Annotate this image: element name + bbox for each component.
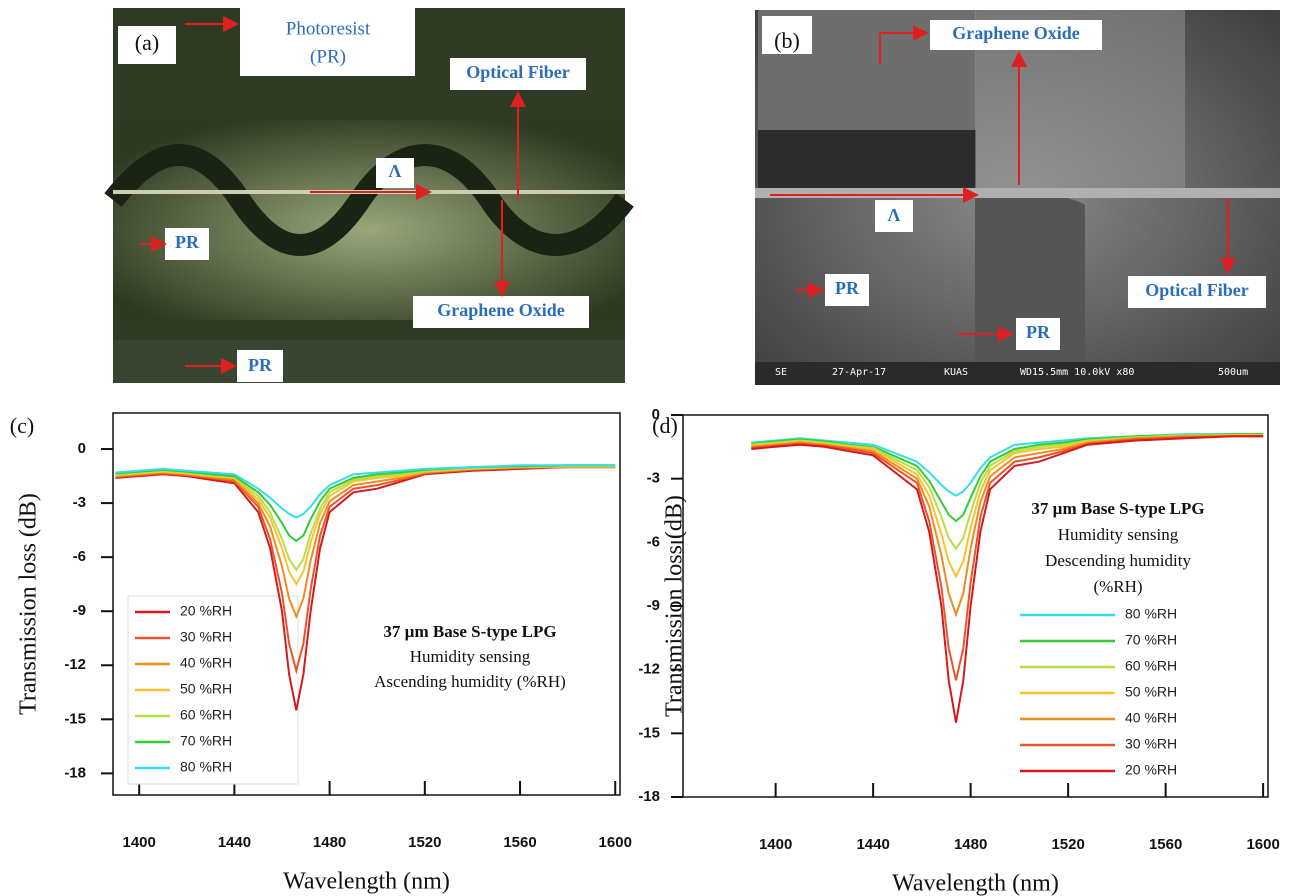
y-tick-label: -12	[64, 656, 86, 673]
x-tick-label: 1480	[954, 836, 987, 853]
x-tick-label: 1600	[1246, 836, 1279, 853]
y-tick-label: -3	[647, 470, 660, 487]
annotation: PR	[835, 278, 860, 298]
series-line	[751, 433, 1264, 523]
annotation: Optical Fiber	[1145, 280, 1248, 300]
annotation: PR	[1026, 322, 1051, 342]
annotation: (PR)	[310, 46, 346, 67]
annotation: Ascending humidity (%RH)	[374, 672, 566, 691]
x-tick-label: 1480	[313, 834, 346, 851]
y-tick-label: -9	[73, 602, 86, 619]
x-tick-label: 1560	[503, 834, 536, 851]
photo-b: (b) Graphene Oxide Λ PR Optical Fiber PR…	[755, 10, 1280, 385]
annotation: Optical Fiber	[466, 62, 569, 82]
panel-label: (b)	[774, 28, 800, 53]
y-axis-title: Transmission loss (dB)	[662, 495, 688, 717]
legend-label: 70 %RH	[1125, 632, 1177, 648]
annotation: Humidity sensing	[410, 647, 531, 666]
x-tick-label: 1440	[856, 836, 889, 853]
x-tick-label: 1520	[408, 834, 441, 851]
legend-label: 50 %RH	[180, 681, 232, 697]
series-line	[751, 435, 1264, 681]
legend-label: 50 %RH	[1125, 684, 1177, 700]
legend-label: 60 %RH	[1125, 658, 1177, 674]
x-tick-label: 1400	[122, 834, 155, 851]
y-tick-label: -18	[64, 764, 86, 781]
y-tick-label: -15	[64, 710, 86, 727]
annotation: Λ	[389, 161, 402, 181]
annotation: Photoresist	[286, 18, 371, 39]
y-tick-label: -9	[647, 597, 660, 614]
annotation: (%RH)	[1093, 577, 1142, 596]
annotation: 37 µm Base S-type LPG	[383, 622, 556, 641]
annotation: Graphene Oxide	[437, 300, 565, 320]
legend-label: 80 %RH	[180, 759, 232, 775]
annotation: 37 µm Base S-type LPG	[1031, 499, 1204, 518]
legend-label: 80 %RH	[1125, 606, 1177, 622]
panel-label: (a)	[135, 30, 159, 55]
annotation: Graphene Oxide	[952, 23, 1080, 43]
x-tick-label: 1520	[1051, 836, 1084, 853]
x-tick-label: 1560	[1149, 836, 1182, 853]
legend-label: 20 %RH	[180, 603, 232, 619]
sem-info: 500um	[1218, 367, 1248, 378]
series-line	[751, 435, 1264, 723]
sem-info: WD15.5mm 10.0kV x80	[1020, 367, 1134, 378]
legend-label: 30 %RH	[1125, 736, 1177, 752]
legend-label: 60 %RH	[180, 707, 232, 723]
legend-label: 40 %RH	[1125, 710, 1177, 726]
legend-label: 40 %RH	[180, 655, 232, 671]
x-tick-label: 1440	[218, 834, 251, 851]
y-tick-label: -6	[647, 533, 660, 550]
x-tick-label: 1600	[599, 834, 632, 851]
series-line	[115, 464, 616, 519]
annotation: PR	[175, 232, 200, 252]
panel-label: (d)	[652, 413, 678, 438]
x-axis-title: Wavelength (nm)	[283, 869, 450, 895]
sem-info: SE	[775, 367, 787, 378]
x-tick-label: 1400	[759, 836, 792, 853]
annotation: PR	[248, 355, 273, 375]
y-tick-label: -12	[638, 661, 660, 678]
x-axis-title: Wavelength (nm)	[892, 871, 1059, 896]
photo-a: (a) Photoresist (PR) Optical Fiber Λ PR …	[104, 8, 634, 383]
panel-label: (c)	[10, 413, 34, 438]
y-tick-label: 0	[652, 406, 660, 423]
legend-label: 20 %RH	[1125, 762, 1177, 778]
series-line	[751, 435, 1264, 618]
annotation: Humidity sensing	[1058, 525, 1179, 544]
sem-info: KUAS	[944, 367, 968, 378]
y-tick-label: 0	[78, 440, 86, 457]
y-tick-label: -3	[73, 494, 86, 511]
annotation: Λ	[888, 205, 901, 225]
series-line	[115, 465, 616, 572]
legend-label: 30 %RH	[180, 629, 232, 645]
y-tick-label: -6	[73, 548, 86, 565]
sem-info: 27-Apr-17	[832, 367, 886, 378]
y-tick-label: -18	[638, 788, 660, 805]
y-axis-title: Transmission loss (dB)	[16, 493, 42, 715]
legend-label: 70 %RH	[180, 733, 232, 749]
y-tick-label: -15	[638, 724, 660, 741]
annotation: Descending humidity	[1045, 551, 1191, 570]
plot-frame	[682, 414, 1269, 798]
plot-frame	[112, 412, 621, 796]
